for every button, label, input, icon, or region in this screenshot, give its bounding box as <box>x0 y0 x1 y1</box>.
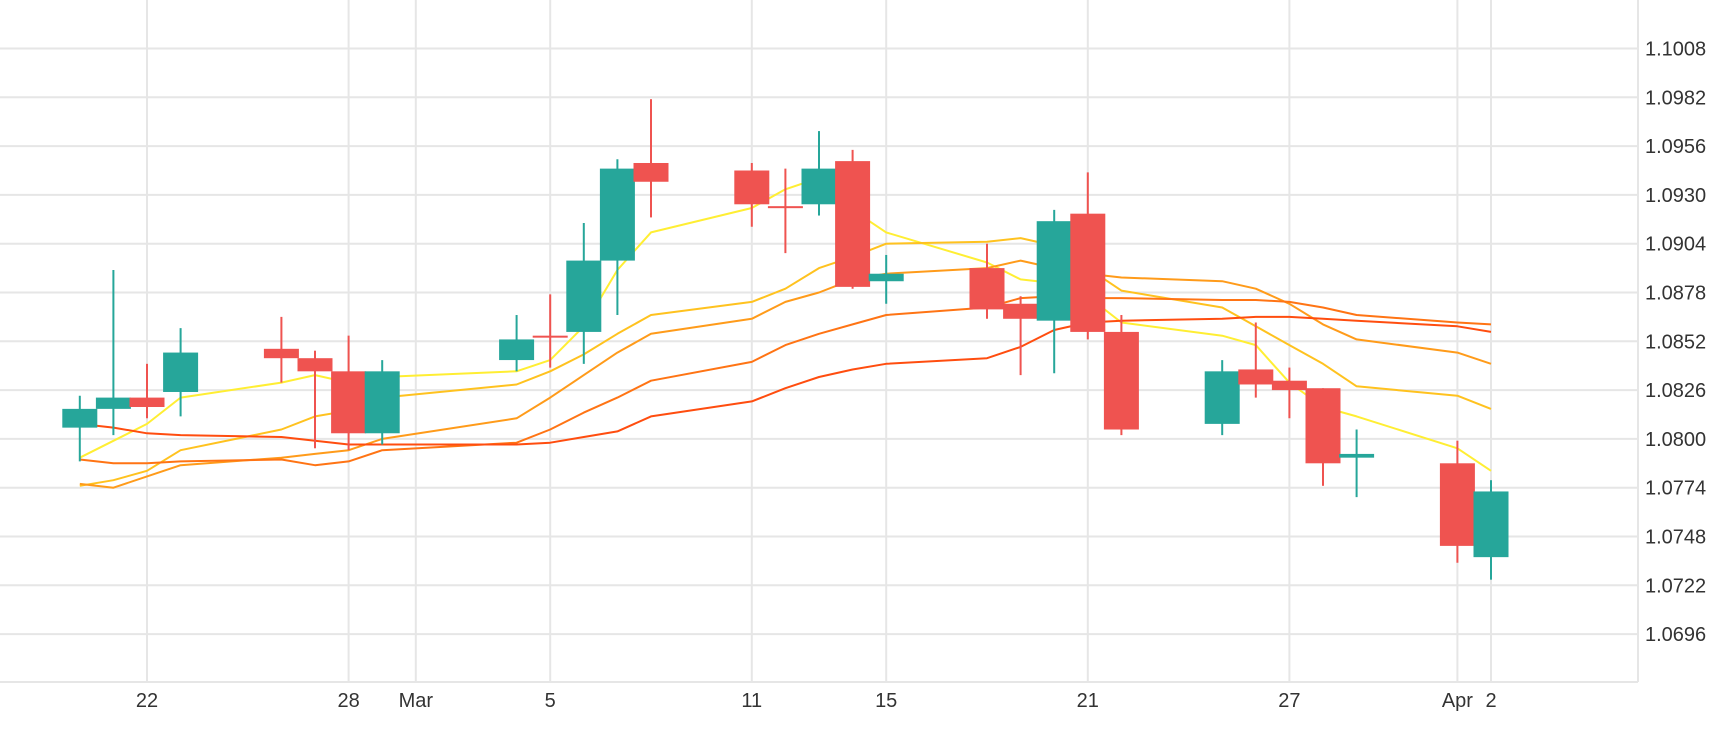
candle-body <box>1439 463 1475 546</box>
candle-body <box>835 161 871 287</box>
candle <box>129 363 165 419</box>
candle <box>1204 360 1240 436</box>
candle-body <box>767 206 803 209</box>
candle-body <box>1473 491 1509 558</box>
candle <box>734 162 770 227</box>
moving-average-line-4 <box>79 295 1492 467</box>
x-tick-label: Mar <box>399 690 434 712</box>
candle <box>767 168 803 254</box>
x-tick-label: 15 <box>875 690 897 712</box>
candle <box>835 149 871 289</box>
candle-body <box>129 397 165 407</box>
candle-body <box>734 170 770 205</box>
y-tick-label: 1.0982 <box>1645 87 1706 109</box>
moving-average-line-3 <box>79 259 1492 489</box>
candle <box>868 254 904 304</box>
candle <box>1003 296 1039 376</box>
candle-body <box>1271 380 1307 391</box>
candle-body <box>1238 369 1274 385</box>
y-tick-label: 1.0852 <box>1645 331 1706 353</box>
candle <box>1305 388 1341 486</box>
candle-body <box>499 339 535 361</box>
candle <box>1339 429 1375 498</box>
candle-body <box>1339 453 1375 458</box>
candle-body <box>1103 331 1139 430</box>
candle <box>163 328 199 417</box>
candles-layer <box>62 99 1509 580</box>
candle <box>633 99 669 218</box>
candle-body <box>969 268 1005 310</box>
candle-body <box>297 358 333 372</box>
candle <box>263 316 299 383</box>
candle-body <box>1204 371 1240 424</box>
candle <box>532 294 568 368</box>
y-tick-label: 1.0956 <box>1645 136 1706 158</box>
moving-average-line-5 <box>79 315 1492 446</box>
candle-body <box>1003 303 1039 319</box>
candle-body <box>868 273 904 282</box>
candle <box>297 350 333 449</box>
candle-body <box>263 348 299 359</box>
moving-average-line-2 <box>79 237 1492 487</box>
y-tick-label: 1.0930 <box>1645 185 1706 207</box>
candle <box>1238 322 1274 398</box>
candle-body <box>163 352 199 392</box>
y-tick-label: 1.0904 <box>1645 234 1706 256</box>
y-tick-label: 1.0748 <box>1645 527 1706 549</box>
y-tick-label: 1.0826 <box>1645 380 1706 402</box>
x-tick-label: 2 <box>1485 690 1496 712</box>
candle <box>499 315 535 372</box>
moving-average-layer <box>79 177 1492 489</box>
x-tick-label: 22 <box>136 690 158 712</box>
candle-body <box>331 371 367 434</box>
grid-layer <box>0 0 1639 683</box>
y-tick-label: 1.1008 <box>1645 39 1706 61</box>
candle-body <box>1305 388 1341 464</box>
y-tick-label: 1.0722 <box>1645 575 1706 597</box>
candle <box>1036 209 1072 374</box>
candle-body <box>364 371 400 434</box>
candle <box>1271 367 1307 419</box>
candle-body <box>62 408 98 428</box>
candle <box>801 131 837 216</box>
x-tick-label: 5 <box>545 690 556 712</box>
x-tick-label: 21 <box>1077 690 1099 712</box>
candle-body <box>599 168 635 261</box>
candle-body <box>801 168 837 205</box>
candle-body <box>1070 213 1106 332</box>
y-tick-label: 1.0800 <box>1645 429 1706 451</box>
candle-body <box>633 162 669 182</box>
axis-labels-layer: 1.1008 1.0982 1.0956 1.0930 1.0904 1.0878 1.08… <box>136 39 1706 713</box>
candle-body <box>95 397 131 409</box>
y-tick-label: 1.0774 <box>1645 478 1706 500</box>
x-tick-label: Apr <box>1442 690 1473 712</box>
x-tick-label: 27 <box>1278 690 1300 712</box>
candle <box>1070 172 1106 340</box>
x-tick-label: 28 <box>337 690 359 712</box>
y-tick-label: 1.0878 <box>1645 283 1706 305</box>
candle-body <box>566 260 602 332</box>
y-tick-label: 1.0696 <box>1645 624 1706 646</box>
candle <box>62 395 98 462</box>
candle <box>1473 480 1509 580</box>
candle <box>1439 440 1475 563</box>
x-tick-label: 11 <box>741 690 762 712</box>
candle <box>364 360 400 445</box>
candle-body <box>532 335 568 338</box>
candle-body <box>1036 221 1072 321</box>
candle <box>599 159 635 316</box>
candle <box>566 223 602 364</box>
candle <box>95 269 131 436</box>
candle <box>969 243 1005 319</box>
candle <box>1103 315 1139 436</box>
candle <box>331 335 367 451</box>
